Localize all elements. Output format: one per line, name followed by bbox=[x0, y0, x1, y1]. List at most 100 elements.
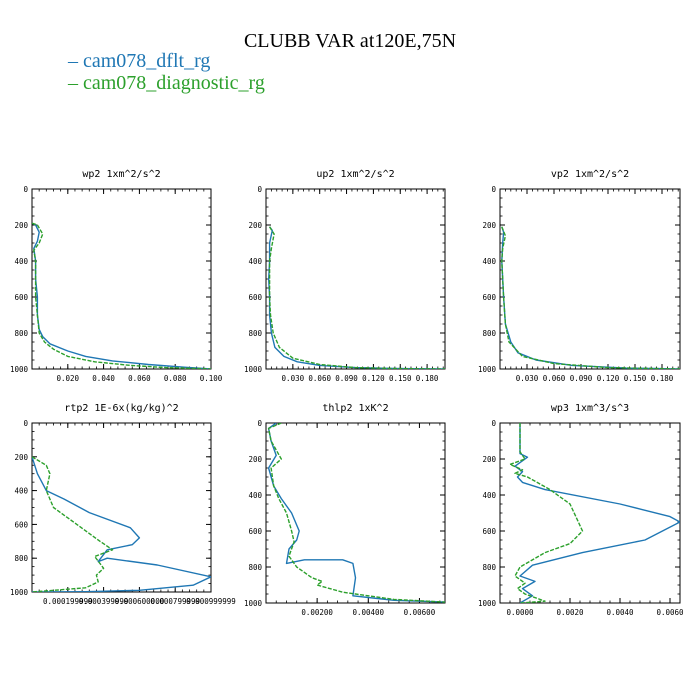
series-line-diagnostic bbox=[501, 226, 680, 369]
y-tick-label: 1000 bbox=[10, 365, 29, 374]
x-tick-label: 0.100 bbox=[200, 374, 223, 383]
panel-title: wp2 1xm^2/s^2 bbox=[82, 169, 160, 180]
y-tick-label: 600 bbox=[14, 520, 28, 529]
series-line-dflt bbox=[267, 423, 445, 603]
panel-title: thlp2 1xK^2 bbox=[322, 403, 388, 414]
panel-title: up2 1xm^2/s^2 bbox=[316, 169, 394, 180]
series-line-diagnostic bbox=[32, 456, 114, 592]
x-tick-label: 0.030 bbox=[282, 374, 305, 383]
x-tick-label: 0.180 bbox=[416, 374, 439, 383]
x-tick-label: 0.120 bbox=[362, 374, 385, 383]
x-tick-label: 0.000199999 bbox=[43, 597, 93, 606]
chart-panel-5: thlp2 1xK^2 0 200 400 600 800 1000 0.00200 0.004… bbox=[244, 403, 446, 617]
series-line-dflt bbox=[501, 226, 680, 369]
x-tick-label: 0.090 bbox=[570, 374, 593, 383]
legend-dash: – bbox=[68, 72, 83, 94]
series-line-dflt bbox=[514, 423, 680, 603]
y-tick-label: 600 bbox=[248, 293, 262, 302]
x-tick-label: 0.0000 bbox=[506, 608, 534, 617]
y-tick-label: 200 bbox=[482, 455, 496, 464]
x-tick-label: 0.00200 bbox=[301, 608, 333, 617]
y-tick-label: 400 bbox=[14, 257, 28, 266]
x-tick-label: 0.000999999 bbox=[186, 597, 236, 606]
x-tick-label: 0.030 bbox=[516, 374, 539, 383]
x-tick-label: 0.060 bbox=[308, 374, 331, 383]
panel-title: wp3 1xm^3/s^3 bbox=[551, 403, 629, 414]
y-tick-label: 200 bbox=[14, 221, 28, 230]
x-tick-label: 0.150 bbox=[624, 374, 647, 383]
legend-label: cam078_diagnostic_rg bbox=[83, 72, 265, 94]
y-tick-label: 0 bbox=[257, 419, 262, 428]
x-tick-label: 0.080 bbox=[164, 374, 187, 383]
x-tick-label: 0.000600000 bbox=[115, 597, 165, 606]
legend-label: cam078_dflt_rg bbox=[83, 50, 211, 72]
y-tick-label: 600 bbox=[248, 527, 262, 536]
y-tick-label: 0 bbox=[491, 419, 496, 428]
y-tick-label: 200 bbox=[248, 455, 262, 464]
legend-dash: – bbox=[68, 50, 83, 72]
y-tick-label: 800 bbox=[482, 563, 496, 572]
y-tick-label: 1000 bbox=[244, 599, 263, 608]
legend-entry-dflt: – cam078_dflt_rg bbox=[68, 50, 265, 72]
y-tick-label: 200 bbox=[14, 453, 28, 462]
x-tick-label: 0.0040 bbox=[606, 608, 634, 617]
y-tick-label: 1000 bbox=[10, 588, 29, 597]
chart-panel-6: wp3 1xm^3/s^3 0 200 400 600 800 1000 0.0000 0.00… bbox=[478, 403, 684, 617]
y-tick-label: 400 bbox=[248, 491, 262, 500]
plot-frame bbox=[265, 188, 446, 370]
x-tick-label: 0.000799999 bbox=[150, 597, 200, 606]
y-tick-label: 200 bbox=[248, 221, 262, 230]
y-tick-label: 400 bbox=[482, 257, 496, 266]
legend-entry-diagnostic: – cam078_diagnostic_rg bbox=[68, 72, 265, 94]
series-line-dflt bbox=[32, 222, 211, 369]
series-line-diagnostic bbox=[268, 226, 445, 369]
x-tick-label: 0.090 bbox=[335, 374, 358, 383]
x-tick-label: 0.00600 bbox=[404, 608, 436, 617]
y-tick-label: 800 bbox=[248, 563, 262, 572]
legend: – cam078_dflt_rg – cam078_diagnostic_rg bbox=[68, 50, 265, 94]
x-tick-label: 0.120 bbox=[597, 374, 620, 383]
x-tick-label: 0.180 bbox=[651, 374, 674, 383]
chart-panel-3: vp2 1xm^2/s^2 0 200 400 600 800 1000 0.030 0.060… bbox=[478, 169, 681, 383]
x-tick-label: 0.00400 bbox=[352, 608, 384, 617]
x-tick-label: 0.150 bbox=[389, 374, 412, 383]
figure-title: CLUBB VAR at120E,75N bbox=[243, 30, 457, 52]
y-tick-label: 0 bbox=[23, 419, 28, 428]
panel-title: vp2 1xm^2/s^2 bbox=[551, 169, 629, 180]
series-line-dflt bbox=[32, 456, 211, 592]
y-tick-label: 800 bbox=[14, 329, 28, 338]
y-tick-label: 1000 bbox=[478, 365, 497, 374]
plot-frame bbox=[31, 188, 212, 370]
x-tick-label: 0.0020 bbox=[556, 608, 584, 617]
chart-panel-1: wp2 1xm^2/s^2 0 200 400 600 800 1000 0.020 0.040… bbox=[10, 169, 223, 383]
x-tick-label: 0.020 bbox=[57, 374, 80, 383]
y-tick-label: 600 bbox=[14, 293, 28, 302]
series-line-diagnostic bbox=[509, 423, 584, 603]
series-line-dflt bbox=[268, 226, 445, 369]
plot-frame bbox=[499, 188, 681, 370]
y-tick-label: 0 bbox=[491, 185, 496, 194]
y-tick-label: 1000 bbox=[478, 599, 497, 608]
y-tick-label: 200 bbox=[482, 221, 496, 230]
y-tick-label: 1000 bbox=[244, 365, 263, 374]
x-tick-label: 0.000399999 bbox=[79, 597, 129, 606]
y-tick-label: 800 bbox=[248, 329, 262, 338]
x-tick-label: 0.060 bbox=[543, 374, 566, 383]
x-tick-label: 0.040 bbox=[92, 374, 115, 383]
x-tick-label: 0.060 bbox=[128, 374, 151, 383]
panel-title: rtp2 1E-6x(kg/kg)^2 bbox=[64, 403, 178, 414]
plot-frame bbox=[31, 422, 212, 593]
series-line-diagnostic bbox=[32, 222, 211, 369]
chart-panel-4: rtp2 1E-6x(kg/kg)^2 0 200 400 600 800 1000 0.00… bbox=[10, 403, 236, 606]
x-tick-label: 0.0060 bbox=[656, 608, 684, 617]
y-tick-label: 600 bbox=[482, 293, 496, 302]
y-tick-label: 800 bbox=[482, 329, 496, 338]
y-tick-label: 800 bbox=[14, 554, 28, 563]
y-tick-label: 600 bbox=[482, 527, 496, 536]
y-tick-label: 400 bbox=[248, 257, 262, 266]
chart-panel-2: up2 1xm^2/s^2 0 200 400 600 800 1000 0.030 0.060… bbox=[244, 169, 446, 383]
y-tick-label: 400 bbox=[14, 487, 28, 496]
series-line-diagnostic bbox=[267, 423, 445, 603]
y-tick-label: 400 bbox=[482, 491, 496, 500]
